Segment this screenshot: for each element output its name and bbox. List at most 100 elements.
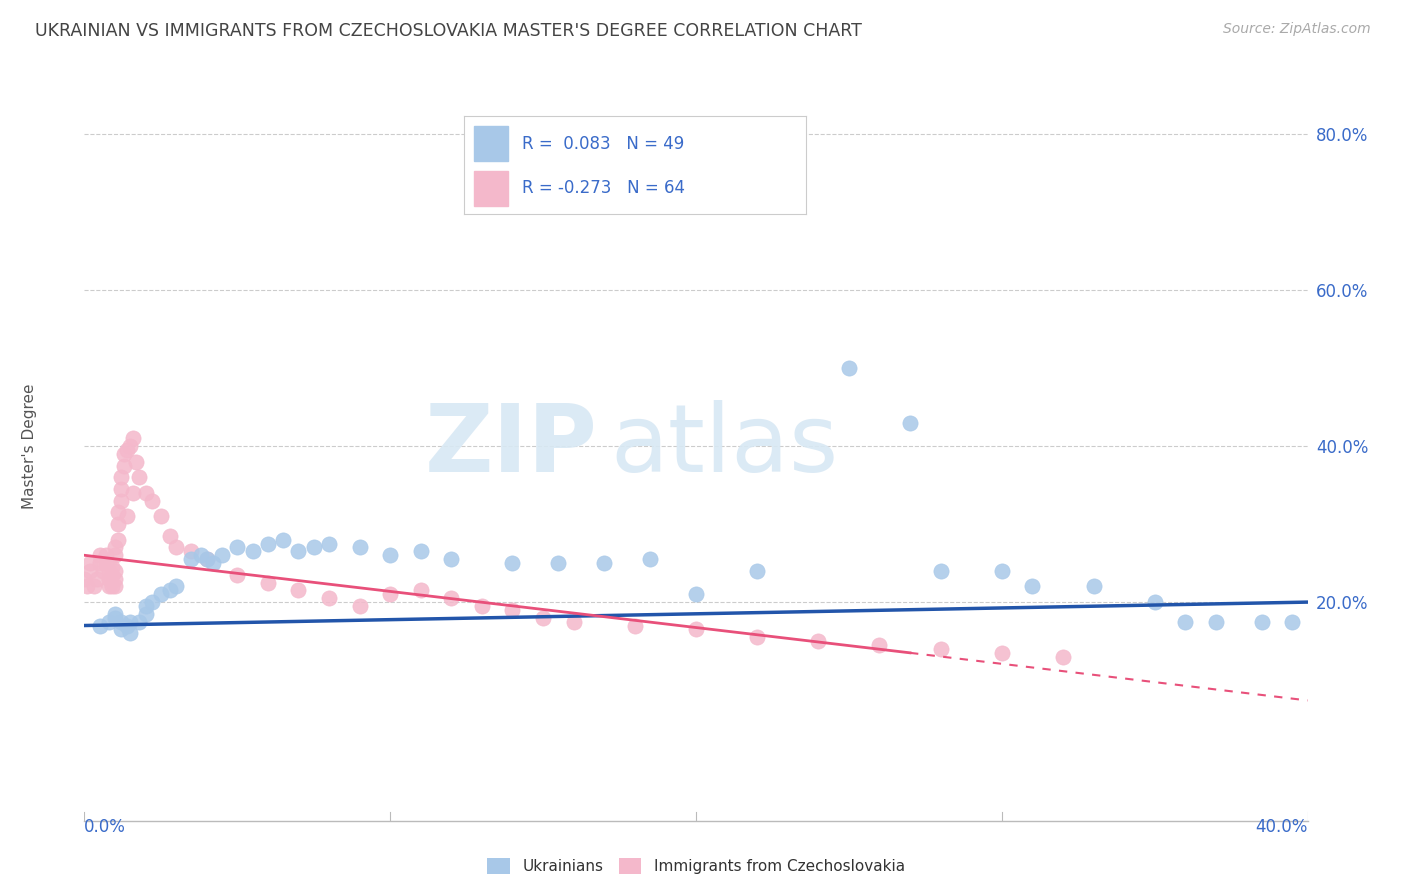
Point <box>440 552 463 566</box>
Point <box>226 567 249 582</box>
Point <box>502 556 524 570</box>
Point <box>991 646 1014 660</box>
Text: ZIP: ZIP <box>425 400 598 492</box>
Point <box>110 482 132 496</box>
Point <box>79 556 101 570</box>
Point <box>380 587 402 601</box>
Point <box>159 583 181 598</box>
Point <box>624 618 647 632</box>
Point <box>115 509 138 524</box>
Point <box>1250 615 1272 629</box>
Point <box>97 564 120 578</box>
Point <box>165 541 187 555</box>
Point <box>929 642 952 657</box>
Text: UKRAINIAN VS IMMIGRANTS FROM CZECHOSLOVAKIA MASTER'S DEGREE CORRELATION CHART: UKRAINIAN VS IMMIGRANTS FROM CZECHOSLOVA… <box>35 22 862 40</box>
Point <box>122 485 145 500</box>
Point <box>159 529 181 543</box>
Point <box>838 361 860 376</box>
Point <box>1021 580 1043 594</box>
Point <box>1281 615 1303 629</box>
Text: Master's Degree: Master's Degree <box>22 384 37 508</box>
Point <box>125 455 148 469</box>
Point <box>128 615 150 629</box>
Point <box>76 580 98 594</box>
Point <box>287 544 309 558</box>
Point <box>211 548 233 563</box>
Point <box>257 575 280 590</box>
Point <box>110 623 132 637</box>
Point <box>190 548 212 563</box>
Point <box>104 564 127 578</box>
Point <box>201 556 224 570</box>
Point <box>593 556 616 570</box>
Text: Source: ZipAtlas.com: Source: ZipAtlas.com <box>1223 22 1371 37</box>
Point <box>107 505 129 519</box>
Point <box>86 572 108 586</box>
Point <box>349 599 371 613</box>
Point <box>94 556 117 570</box>
Point <box>101 560 124 574</box>
Point <box>141 595 163 609</box>
Point <box>195 552 218 566</box>
Point <box>149 509 172 524</box>
Point <box>638 552 661 566</box>
Point <box>1143 595 1166 609</box>
Point <box>120 626 142 640</box>
Text: 0.0%: 0.0% <box>84 818 127 837</box>
Point <box>120 615 142 629</box>
Point <box>110 615 132 629</box>
Point <box>107 533 129 547</box>
Point <box>91 564 114 578</box>
Point <box>97 580 120 594</box>
Point <box>531 611 554 625</box>
Point <box>101 580 124 594</box>
Point <box>1052 649 1074 664</box>
Point <box>104 580 127 594</box>
Point <box>135 607 157 621</box>
Point <box>180 544 202 558</box>
Point <box>685 623 707 637</box>
Point <box>104 548 127 563</box>
Point <box>1083 580 1105 594</box>
Point <box>128 470 150 484</box>
Point <box>149 587 172 601</box>
Point <box>115 442 138 457</box>
Point <box>195 552 218 566</box>
Point <box>226 541 249 555</box>
Point <box>1174 615 1197 629</box>
Point <box>869 638 891 652</box>
Point <box>112 458 135 473</box>
Point <box>115 618 138 632</box>
Point <box>502 603 524 617</box>
Point <box>79 564 101 578</box>
Point <box>440 591 463 606</box>
Point <box>101 567 124 582</box>
Point <box>1205 615 1227 629</box>
Point <box>110 493 132 508</box>
Point <box>685 587 707 601</box>
Point <box>83 580 105 594</box>
Point <box>165 580 187 594</box>
Point <box>287 583 309 598</box>
Point <box>112 447 135 461</box>
Point <box>349 541 371 555</box>
Text: 40.0%: 40.0% <box>1256 818 1308 837</box>
Point <box>929 564 952 578</box>
Point <box>107 517 129 532</box>
Point <box>409 544 432 558</box>
Point <box>89 618 111 632</box>
Point <box>242 544 264 558</box>
Point <box>122 431 145 445</box>
Point <box>89 548 111 563</box>
Point <box>991 564 1014 578</box>
Point <box>104 607 127 621</box>
Point <box>562 615 585 629</box>
Point <box>409 583 432 598</box>
Point <box>73 572 96 586</box>
Point <box>104 572 127 586</box>
Point <box>104 541 127 555</box>
Point <box>110 470 132 484</box>
Point <box>302 541 325 555</box>
Legend: Ukrainians, Immigrants from Czechoslovakia: Ukrainians, Immigrants from Czechoslovak… <box>481 852 911 880</box>
Point <box>471 599 494 613</box>
